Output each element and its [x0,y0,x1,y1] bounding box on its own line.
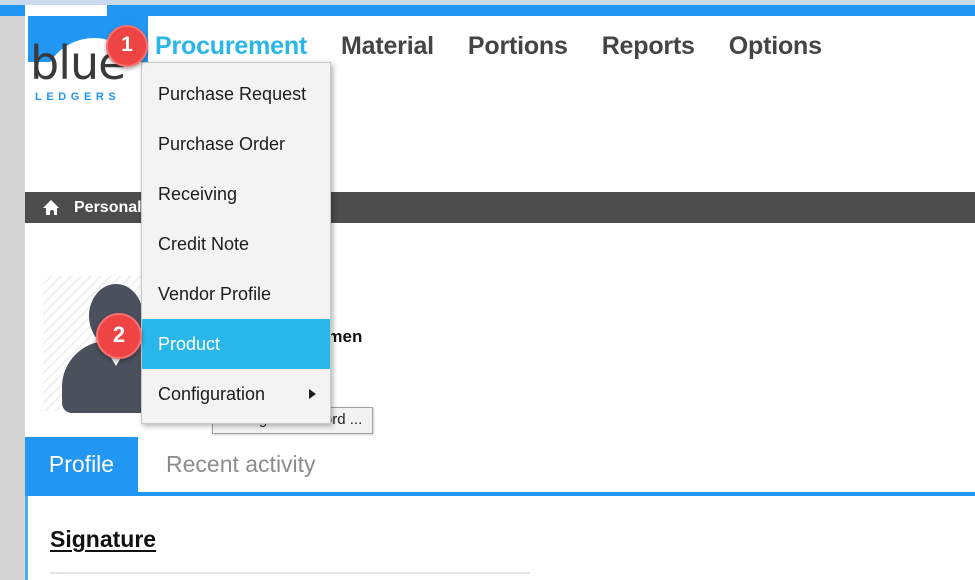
tab-profile[interactable]: Profile [25,437,138,492]
menu-item-configuration[interactable]: Configuration [142,369,330,419]
logo-notch [25,5,107,16]
logo-subtitle: LEDGERS [35,91,121,103]
nav-item-procurement[interactable]: Procurement [155,31,308,60]
panel-title-signature: Signature [50,526,157,552]
menu-item-product[interactable]: Product [142,319,330,369]
main-navigation: Procurement Material Portions Reports Op… [155,26,856,66]
menu-item-purchase-request[interactable]: Purchase Request [158,84,307,104]
panel-divider [50,572,530,574]
nav-item-portions[interactable]: Portions [467,31,568,60]
window-top-strip [0,0,975,5]
procurement-dropdown-menu: Purchase Request Purchase Order Receivin… [141,62,331,424]
nav-item-material[interactable]: Material [341,31,434,60]
menu-item-purchase-order[interactable]: Purchase Order [158,134,286,154]
chevron-right-icon [309,389,316,399]
menu-item-credit-note[interactable]: Credit Note [158,234,250,254]
brand-top-bar [0,5,975,16]
home-icon[interactable] [43,200,60,215]
left-gutter [0,0,25,580]
profile-panel: Signature [25,496,975,580]
menu-item-receiving[interactable]: Receiving [158,184,238,204]
step-badge-2: 2 [96,313,142,359]
menu-item-vendor-profile[interactable]: Vendor Profile [158,284,272,304]
tab-recent-activity[interactable]: Recent activity [166,451,316,477]
nav-item-options[interactable]: Options [728,31,822,60]
nav-item-reports[interactable]: Reports [601,31,695,60]
menu-item-configuration-label: Configuration [158,384,266,404]
tab-bar: Profile Recent activity [25,437,975,496]
step-badge-1: 1 [106,25,148,67]
